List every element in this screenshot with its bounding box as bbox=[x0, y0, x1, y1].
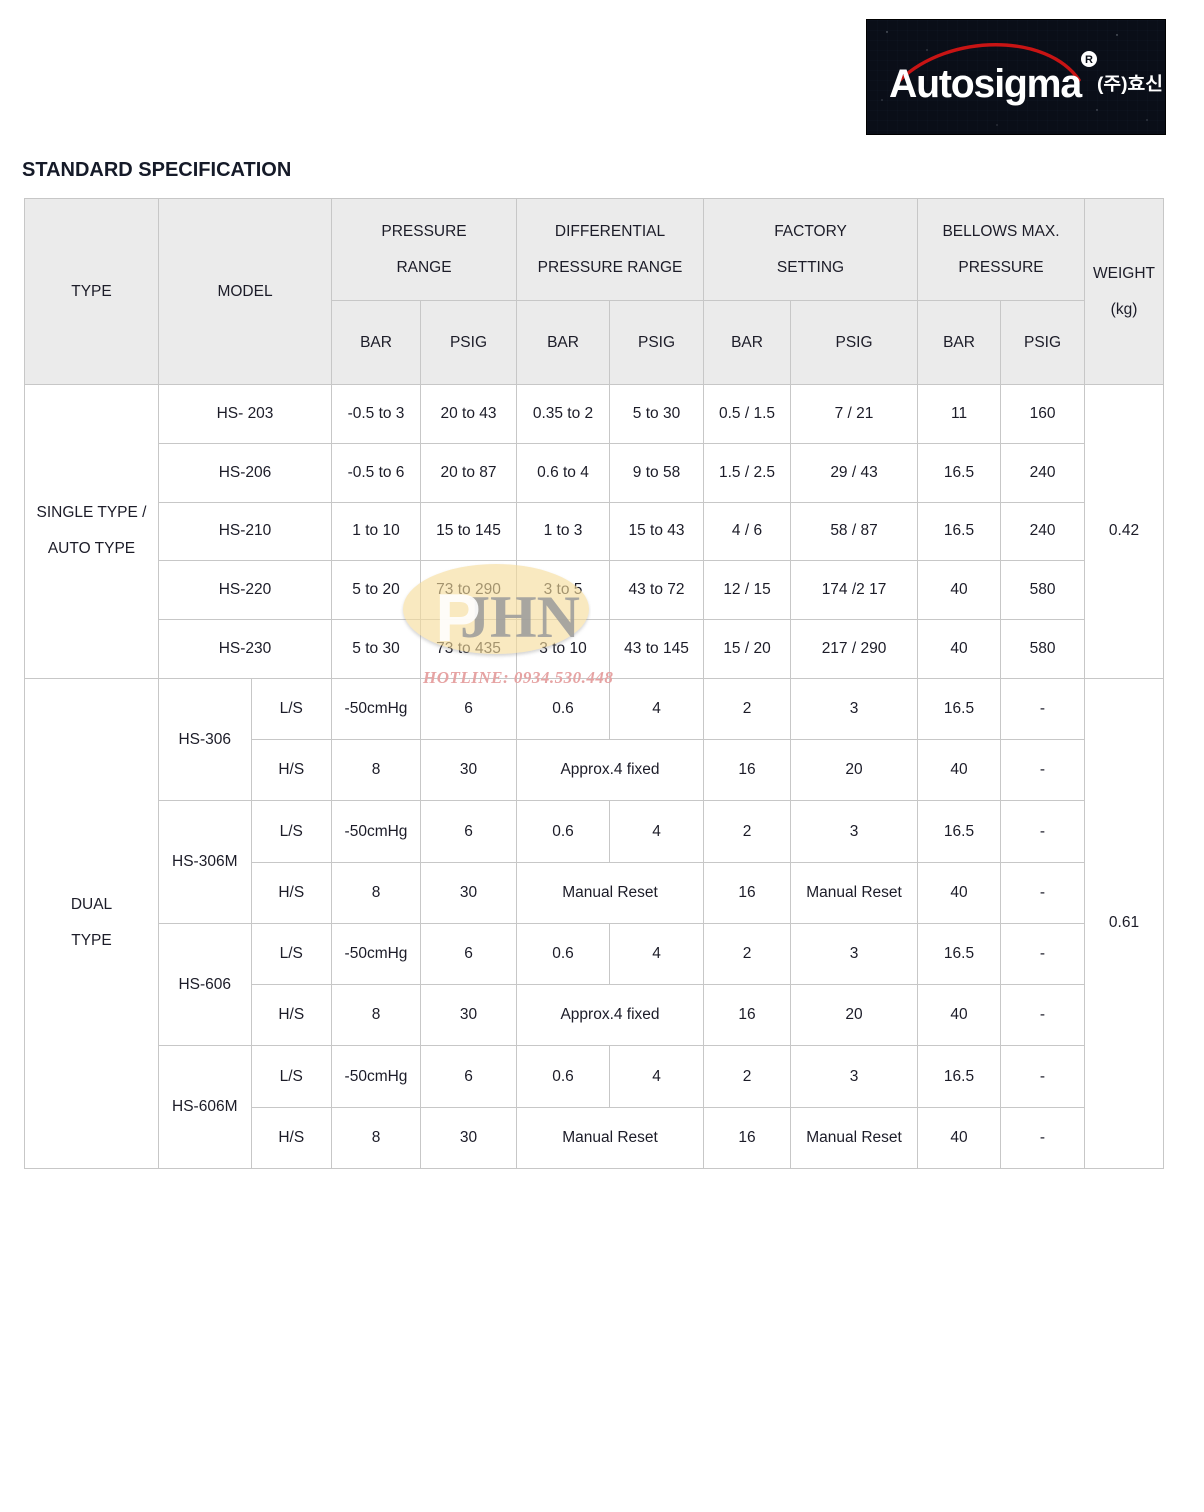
svg-text:Autosigma: Autosigma bbox=[889, 62, 1083, 106]
svg-text:R: R bbox=[1085, 54, 1093, 66]
svg-text:(주)효신: (주)효신 bbox=[1097, 74, 1163, 94]
